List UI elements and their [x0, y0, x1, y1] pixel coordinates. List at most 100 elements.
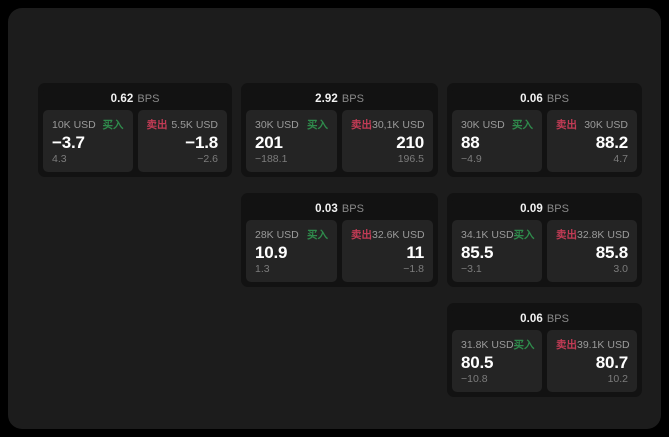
sell-delta: −1.8 — [403, 263, 424, 275]
bps-value: 0.03 — [315, 203, 338, 215]
buy-side-label: 买入 — [102, 119, 124, 131]
card-header: 0.06 BPS — [452, 308, 637, 330]
sell-delta: −2.6 — [197, 153, 218, 165]
buy-pane-header: 34.1K USD 买入 — [461, 228, 535, 242]
bps-unit-label: BPS — [137, 93, 160, 105]
column-1: 0.62 BPS 10K USD 买入 −3.7 4.3 卖出 5.5K USD −1.8 −2.… — [38, 83, 232, 177]
buy-size-label: 30K USD — [461, 118, 505, 131]
app-surface: 0.62 BPS 10K USD 买入 −3.7 4.3 卖出 5.5K USD −1.8 −2.… — [8, 8, 661, 429]
quote-card[interactable]: 0.62 BPS 10K USD 买入 −3.7 4.3 卖出 5.5K USD −1.8 −2.… — [38, 83, 232, 177]
buy-delta: 4.3 — [52, 153, 67, 165]
bps-value: 0.62 — [110, 93, 134, 105]
sell-size-label: 30,1K USD — [372, 118, 425, 131]
buy-pane-header: 10K USD 买入 — [52, 118, 124, 132]
sell-side-label: 卖出 — [556, 119, 577, 131]
buy-side-label: 买入 — [513, 339, 535, 351]
sell-pane[interactable]: 卖出 32.6K USD 11 −1.8 — [342, 220, 433, 282]
buy-side-label: 买入 — [513, 229, 535, 241]
sell-pane-header: 卖出 32.8K USD — [556, 228, 630, 242]
bps-unit-label: BPS — [341, 203, 364, 215]
buy-side-label: 买入 — [307, 119, 328, 131]
sell-pane[interactable]: 卖出 30K USD 88.2 4.7 — [547, 110, 637, 172]
sell-delta: 3.0 — [613, 263, 628, 275]
quote-panes: 28K USD 买入 10.9 1.3 卖出 32.6K USD 11 −1.8 — [246, 220, 433, 282]
quote-card[interactable]: 0.09 BPS 34.1K USD 买入 85.5 −3.1 卖出 32.8K USD 85.… — [447, 193, 642, 287]
buy-pane-header: 31.8K USD 买入 — [461, 338, 535, 352]
quote-card[interactable]: 2.92 BPS 30K USD 买入 201 −188.1 卖出 30,1K USD 210 1… — [241, 83, 438, 177]
quote-panes: 30K USD 买入 201 −188.1 卖出 30,1K USD 210 196.5 — [246, 110, 433, 172]
sell-pane[interactable]: 卖出 32.8K USD 85.8 3.0 — [547, 220, 637, 282]
buy-size-label: 34.1K USD — [461, 228, 514, 241]
buy-pane[interactable]: 28K USD 买入 10.9 1.3 — [246, 220, 337, 282]
sell-size-label: 5.5K USD — [171, 118, 218, 131]
buy-side-label: 买入 — [307, 229, 328, 241]
bps-value: 2.92 — [315, 93, 338, 105]
sell-pane[interactable]: 卖出 30,1K USD 210 196.5 — [342, 110, 433, 172]
buy-delta: −4.9 — [461, 153, 482, 165]
buy-size-label: 30K USD — [255, 118, 299, 131]
column-3: 0.06 BPS 30K USD 买入 88 −4.9 卖出 30K USD 88.2 4.7 0.… — [447, 83, 642, 397]
sell-size-label: 30K USD — [584, 118, 628, 131]
buy-size-label: 28K USD — [255, 228, 299, 241]
sell-size-label: 32.8K USD — [577, 228, 630, 241]
buy-pane-header: 28K USD 买入 — [255, 228, 328, 242]
sell-delta: 10.2 — [607, 373, 628, 385]
quote-card[interactable]: 0.06 BPS 31.8K USD 买入 80.5 −10.8 卖出 39.1K USD 80… — [447, 303, 642, 397]
sell-price: −1.8 — [185, 133, 218, 152]
buy-size-label: 10K USD — [52, 118, 96, 131]
buy-side-label: 买入 — [512, 119, 533, 131]
quote-card[interactable]: 0.03 BPS 28K USD 买入 10.9 1.3 卖出 32.6K USD 11 −1.8 — [241, 193, 438, 287]
sell-pane-header: 卖出 30K USD — [556, 118, 628, 132]
buy-pane[interactable]: 10K USD 买入 −3.7 4.3 — [43, 110, 133, 172]
sell-delta: 4.7 — [613, 153, 628, 165]
card-header: 2.92 BPS — [246, 88, 433, 110]
sell-price: 80.7 — [595, 353, 628, 372]
bps-value: 0.09 — [520, 203, 543, 215]
card-header: 0.09 BPS — [452, 198, 637, 220]
sell-pane-header: 卖出 30,1K USD — [351, 118, 425, 132]
buy-delta: −10.8 — [461, 373, 488, 385]
sell-size-label: 39.1K USD — [577, 338, 630, 351]
buy-delta: 1.3 — [255, 263, 270, 275]
sell-pane[interactable]: 卖出 39.1K USD 80.7 10.2 — [547, 330, 637, 392]
buy-delta: −188.1 — [255, 153, 288, 165]
buy-price: 10.9 — [255, 243, 288, 262]
buy-price: −3.7 — [52, 133, 85, 152]
bps-unit-label: BPS — [546, 93, 569, 105]
buy-price: 88 — [461, 133, 480, 152]
sell-side-label: 卖出 — [351, 229, 372, 241]
buy-pane-header: 30K USD 买入 — [255, 118, 328, 132]
sell-side-label: 卖出 — [146, 119, 168, 131]
buy-delta: −3.1 — [461, 263, 482, 275]
quote-panes: 10K USD 买入 −3.7 4.3 卖出 5.5K USD −1.8 −2.6 — [43, 110, 227, 172]
buy-pane-header: 30K USD 买入 — [461, 118, 533, 132]
sell-price: 88.2 — [595, 133, 628, 152]
column-2: 2.92 BPS 30K USD 买入 201 −188.1 卖出 30,1K USD 210 1… — [241, 83, 438, 287]
quote-panes: 34.1K USD 买入 85.5 −3.1 卖出 32.8K USD 85.8 3.0 — [452, 220, 637, 282]
bps-value: 0.06 — [520, 93, 543, 105]
quote-board: 0.62 BPS 10K USD 买入 −3.7 4.3 卖出 5.5K USD −1.8 −2.… — [38, 83, 643, 397]
buy-pane[interactable]: 34.1K USD 买入 85.5 −3.1 — [452, 220, 542, 282]
buy-pane[interactable]: 30K USD 买入 201 −188.1 — [246, 110, 337, 172]
buy-price: 80.5 — [461, 353, 494, 372]
card-header: 0.03 BPS — [246, 198, 433, 220]
buy-price: 201 — [255, 133, 283, 152]
sell-side-label: 卖出 — [351, 119, 372, 131]
buy-pane[interactable]: 31.8K USD 买入 80.5 −10.8 — [452, 330, 542, 392]
sell-pane[interactable]: 卖出 5.5K USD −1.8 −2.6 — [137, 110, 227, 172]
bps-unit-label: BPS — [341, 93, 364, 105]
sell-pane-header: 卖出 39.1K USD — [556, 338, 630, 352]
buy-size-label: 31.8K USD — [461, 338, 514, 351]
buy-price: 85.5 — [461, 243, 494, 262]
sell-size-label: 32.6K USD — [372, 228, 425, 241]
sell-price: 11 — [406, 243, 424, 262]
bps-value: 0.06 — [520, 313, 543, 325]
quote-card[interactable]: 0.06 BPS 30K USD 买入 88 −4.9 卖出 30K USD 88.2 4.7 — [447, 83, 642, 177]
buy-pane[interactable]: 30K USD 买入 88 −4.9 — [452, 110, 542, 172]
bps-unit-label: BPS — [546, 203, 569, 215]
sell-price: 85.8 — [595, 243, 628, 262]
sell-delta: 196.5 — [397, 153, 424, 165]
card-header: 0.06 BPS — [452, 88, 637, 110]
sell-side-label: 卖出 — [556, 339, 577, 351]
card-header: 0.62 BPS — [43, 88, 227, 110]
